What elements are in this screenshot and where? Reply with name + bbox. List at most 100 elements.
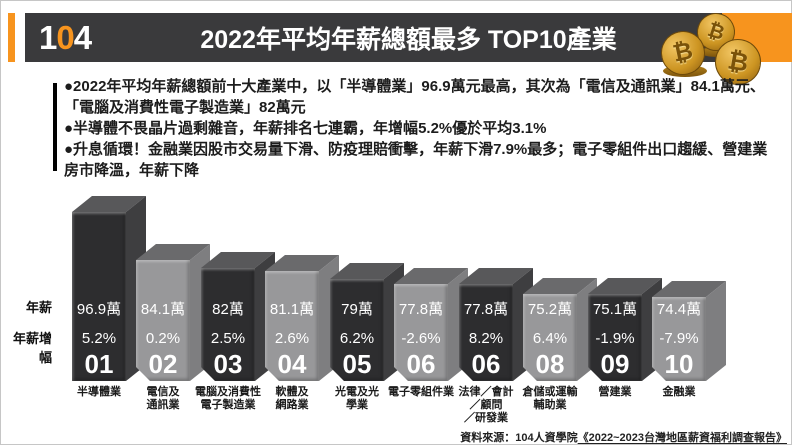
bar-rank-number: 09 <box>600 349 630 379</box>
bar-front-face: 81.1萬 2.6% 04 <box>265 271 319 381</box>
bar-category-label-line: 通訊業 <box>146 399 180 411</box>
source-note: 資料來源：104人資學院《2022~2023台灣地區薪資福利調查報告》 <box>460 429 787 445</box>
summary-left-rule <box>53 83 57 171</box>
row-label-salary: 年薪 <box>25 300 52 315</box>
bar-category-label-line: 軟體及 <box>275 386 309 398</box>
bar-growth-value: -1.9% <box>595 330 635 347</box>
bar-front-face: 74.4萬 -7.9% 10 <box>652 297 706 381</box>
left-accent-strip <box>8 13 15 62</box>
bar-front-face: 77.8萬 -2.6% 06 <box>394 284 448 381</box>
bar-growth-value: 0.2% <box>145 330 181 347</box>
page-title: 2022年平均年薪總額最多 TOP10產業 <box>200 25 617 54</box>
bar-category-label-line: 光電及光 <box>335 386 379 398</box>
bar-top-face <box>201 252 275 268</box>
bar-side-face <box>706 281 726 381</box>
bar-top-face <box>588 278 662 294</box>
bar-category-label: 倉儲或運輸 輔助業 <box>502 386 598 412</box>
bar-salary-value: 81.1萬 <box>269 301 315 318</box>
bar-category-label-line: 電信及 <box>146 386 180 398</box>
bar-category-label: 電腦及消費性 電子製造業 <box>180 386 276 412</box>
bar-salary-value: 77.8萬 <box>398 301 444 318</box>
summary-bullets: ●2022年平均年薪總額前十大產業中，以「半導體業」96.9萬元最高，其次為「電… <box>64 76 776 181</box>
bar-growth-value: 8.2% <box>468 330 504 347</box>
header-band: 104 2022年平均年薪總額最多 TOP10產業 ₿ ₿ ₿ <box>25 8 792 89</box>
bar-category-label-line: 電子製造業 <box>200 399 256 411</box>
bar-category-label: 金融業 <box>631 386 727 399</box>
bar-salary-value: 75.2萬 <box>527 301 573 318</box>
bar-category-label: 電信及 通訊業 <box>115 386 211 412</box>
bar-category-label: 軟體及 網路業 <box>244 386 340 412</box>
bar-growth-value: 2.6% <box>274 330 310 347</box>
bar-category-label-line: 法律／會計 <box>458 386 514 398</box>
bar-front-face: 75.2萬 6.4% 08 <box>523 294 577 381</box>
logo-digit: 0 <box>56 19 74 56</box>
bar-category-label-line: 學業 <box>346 399 368 411</box>
bar-salary-value: 75.1萬 <box>592 301 638 318</box>
logo-digit: 1 <box>39 19 57 56</box>
bitcoin-coins-icon: ₿ ₿ ₿ <box>656 7 782 89</box>
bar-salary-value: 82萬 <box>212 301 244 318</box>
bar-growth-value: 2.5% <box>210 330 246 347</box>
bar-rank-05: 79萬 6.2% 05 <box>330 263 404 381</box>
bar-front-face: 82萬 2.5% 03 <box>201 268 255 381</box>
bar-category-label: 營建業 <box>567 386 663 399</box>
bar-rank-06: 77.8萬 -2.6% 06 <box>394 268 468 381</box>
bar-top-face <box>459 268 533 284</box>
bar-top-face <box>523 278 597 294</box>
logo-104: 104 <box>39 19 92 57</box>
source-report-title: 《2022~2023台灣地區薪資福利調查報告》 <box>577 432 787 444</box>
bar-salary-value: 79萬 <box>341 301 373 318</box>
bar-rank-number: 01 <box>84 349 114 379</box>
bar-top-face <box>330 263 404 279</box>
bar-rank-10: 74.4萬 -7.9% 10 <box>652 281 726 381</box>
bar-growth-value: 5.2% <box>81 330 117 347</box>
bar-category-label-line: ／顧問 <box>469 399 503 411</box>
summary-bullet-3: ●升息循環！金融業因股市交易量下滑、防疫理賠衝擊，年薪下滑7.9%最多；電子零組… <box>64 141 768 179</box>
bar-growth-value: 6.2% <box>339 330 375 347</box>
bar-top-face <box>265 255 339 271</box>
bar-rank-number: 08 <box>535 349 565 379</box>
bar-salary-value: 96.9萬 <box>76 301 122 318</box>
bar-front-face: 79萬 6.2% 05 <box>330 279 384 381</box>
bar-top-face <box>136 244 210 260</box>
source-prefix: 資料來源：104人資學院 <box>460 432 578 444</box>
bar-growth-value: 6.4% <box>532 330 568 347</box>
bitcoin-symbol: ₿ <box>704 18 728 45</box>
summary-bullet-1: ●2022年平均年薪總額前十大產業中，以「半導體業」96.9萬元最高，其次為「電… <box>64 78 765 116</box>
bitcoin-symbol: ₿ <box>725 45 751 78</box>
bar-rank-03: 82萬 2.5% 03 <box>201 252 275 381</box>
bar-category-label: 電子零組件業 <box>373 386 469 399</box>
bar-front-face: 75.1萬 -1.9% 09 <box>588 294 642 381</box>
bar-salary-value: 74.4萬 <box>656 301 702 318</box>
bar-rank-number: 04 <box>277 349 307 379</box>
bar-top-face <box>72 196 146 212</box>
logo-digit: 4 <box>73 19 92 56</box>
bar-rank-number: 10 <box>664 349 694 379</box>
bar-front-face: 96.9萬 5.2% 01 <box>72 212 126 381</box>
bar-growth-value: -2.6% <box>401 330 441 347</box>
bar-category-label: 光電及光 學業 <box>309 386 405 412</box>
bar-rank-number: 05 <box>342 349 372 379</box>
bar-category-label-line: 電子零組件業 <box>388 386 454 398</box>
bar-salary-value: 77.8萬 <box>463 301 509 318</box>
bar-category-label-line: ／研發業 <box>464 412 508 424</box>
bar-rank-04: 81.1萬 2.6% 04 <box>265 255 339 381</box>
bar-rank-number: 02 <box>148 349 178 379</box>
bar-category-label-line: 網路業 <box>275 399 309 411</box>
bar-category-label-line: 電腦及消費性 <box>195 386 261 398</box>
bar-rank-08: 75.2萬 6.4% 08 <box>523 278 597 381</box>
bar-rank-09: 75.1萬 -1.9% 09 <box>588 278 662 381</box>
bar-top-face <box>652 281 726 297</box>
bar-rank-02: 84.1萬 0.2% 02 <box>136 244 210 381</box>
bar-category-label-line: 半導體業 <box>77 386 121 398</box>
bar-category-label: 法律／會計 ／顧問 ／研發業 <box>438 386 534 425</box>
bar-top-face <box>394 268 468 284</box>
bar-rank-number: 06 <box>471 349 501 379</box>
summary-bullet-2: ●半導體不畏晶片過剩雜音，年薪排名七連霸，年增幅5.2%優於平均3.1% <box>64 120 547 137</box>
bar-category-label-line: 營建業 <box>598 386 632 398</box>
bar-category-label-line: 輔助業 <box>533 399 567 411</box>
bar-category-label: 半導體業 <box>51 386 147 399</box>
bar-category-label-line: 金融業 <box>662 386 696 398</box>
bar-rank-number: 06 <box>406 349 436 379</box>
bar-front-face: 84.1萬 0.2% 02 <box>136 260 190 381</box>
